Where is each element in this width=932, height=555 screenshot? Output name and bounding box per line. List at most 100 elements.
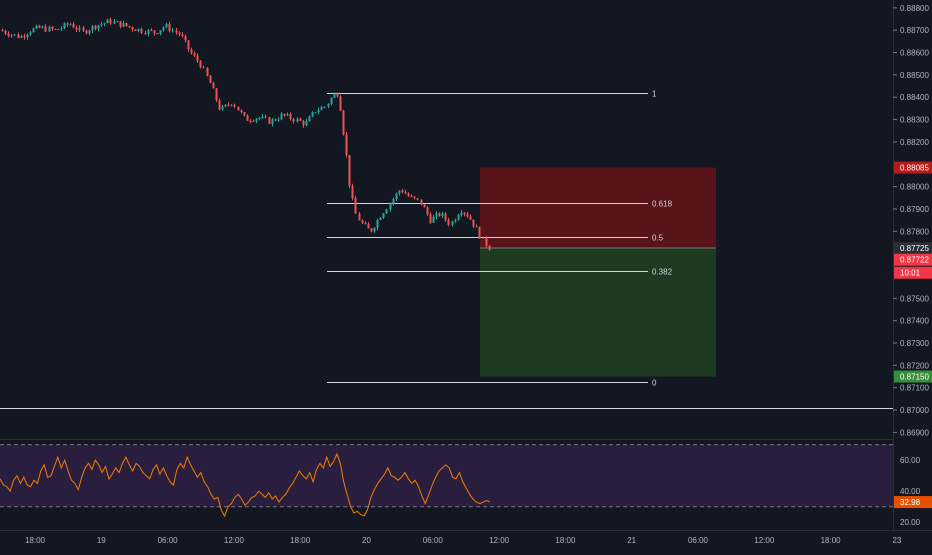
time-tick-label: 12:00 (224, 536, 245, 545)
candle-body (283, 113, 286, 116)
candle-body (165, 23, 168, 28)
candle-body (202, 67, 205, 69)
position-tool[interactable] (480, 167, 716, 377)
candle-body (308, 116, 311, 122)
candle-body (240, 110, 243, 113)
fib-level-label: 0.5 (652, 234, 664, 243)
fib-level-label: 0.382 (652, 268, 673, 277)
candle-body (119, 21, 122, 27)
candle-body (196, 55, 199, 62)
price-label-bg (894, 242, 932, 255)
candle-body (57, 29, 60, 31)
candle-body (249, 120, 252, 122)
candle-body (13, 34, 16, 36)
price-tick-label: 0.87400 (900, 317, 929, 326)
candle-body (190, 49, 193, 54)
candle-body (460, 212, 463, 216)
candle-body (457, 215, 460, 220)
candle-body (91, 25, 94, 31)
candle-body (29, 32, 32, 35)
rsi-value-bg (894, 496, 932, 509)
candle-body (410, 196, 413, 198)
candle-body (97, 25, 100, 29)
candle-body (475, 226, 478, 228)
rsi-band (0, 444, 893, 507)
candle-body (305, 121, 308, 126)
candle-body (373, 227, 376, 232)
candle-body (488, 245, 491, 250)
candle-body (17, 34, 20, 38)
candle-body (82, 27, 85, 31)
time-axis[interactable]: 18:00 19 06:00 12:00 18:00 20 06:00 12:00 18:00 2… (25, 536, 932, 545)
candle-body (187, 40, 190, 50)
candle-body (230, 104, 233, 106)
candle-body (407, 193, 410, 197)
candle-body (32, 28, 35, 33)
rsi-line (0, 452, 491, 518)
candle-body (395, 193, 398, 200)
candle-body (320, 107, 323, 111)
price-label-bg (894, 266, 932, 279)
candle-body (435, 213, 438, 217)
candle-body (466, 213, 469, 217)
candle-body (88, 30, 91, 34)
candle-body (44, 26, 47, 32)
candle-body (140, 28, 143, 33)
candle-body (168, 23, 171, 31)
price-label-bg (894, 370, 932, 383)
price-tick-label: 0.88600 (900, 49, 929, 58)
candle-body (292, 118, 295, 122)
stop-loss-zone (480, 167, 716, 249)
candle-body (311, 112, 314, 117)
time-tick-label: 21 (627, 536, 636, 545)
candle-body (339, 96, 342, 111)
price-axis[interactable]: 0.88800 0.88700 0.88600 0.88500 0.88400 0.883… (893, 4, 932, 438)
candle-body (246, 115, 249, 121)
time-tick-label: 23 (892, 536, 901, 545)
candle-body (413, 196, 416, 199)
candle-body (420, 199, 423, 205)
candle-body (323, 106, 326, 108)
candle-body (392, 199, 395, 204)
candle-body (144, 32, 147, 34)
candle-body (224, 104, 227, 107)
candle-body (171, 30, 174, 32)
candle-body (218, 100, 221, 110)
candle-body (69, 23, 72, 25)
take-profit-zone (480, 248, 716, 377)
candle-body (209, 75, 212, 84)
price-tick-label: 0.88400 (900, 93, 929, 102)
candle-body (358, 213, 361, 221)
candle-body (147, 29, 150, 34)
candle-body (75, 27, 78, 30)
candle-body (444, 213, 447, 220)
candle-body (175, 30, 178, 33)
fib-level-label: 1 (652, 90, 657, 99)
candle-body (78, 27, 81, 30)
candle-body (385, 209, 388, 214)
price-tick-label: 0.88500 (900, 71, 929, 80)
candle-body (72, 23, 75, 28)
candle-body (156, 33, 159, 35)
candle-body (233, 104, 236, 107)
candle-body (122, 23, 125, 27)
rsi-tick-label: 60.00 (900, 456, 921, 465)
candle-body (336, 93, 339, 97)
candle-body (485, 237, 488, 246)
candle-body (264, 116, 267, 118)
fibonacci-retracement[interactable]: 1 0.618 0.5 0.382 0 (327, 90, 673, 388)
time-tick-label: 18:00 (821, 536, 842, 545)
time-tick-label: 06:00 (158, 536, 179, 545)
price-tick-label: 0.87000 (900, 406, 929, 415)
candle-body (472, 219, 475, 227)
candle-body (20, 36, 23, 38)
candle-body (227, 104, 230, 106)
fib-level-label: 0.618 (652, 200, 673, 209)
time-tick-label: 19 (97, 536, 106, 545)
candle-body (379, 217, 382, 220)
price-label: 0.88085 (900, 164, 929, 173)
price-tick-label: 0.88300 (900, 116, 929, 125)
grid-layer (0, 0, 932, 531)
